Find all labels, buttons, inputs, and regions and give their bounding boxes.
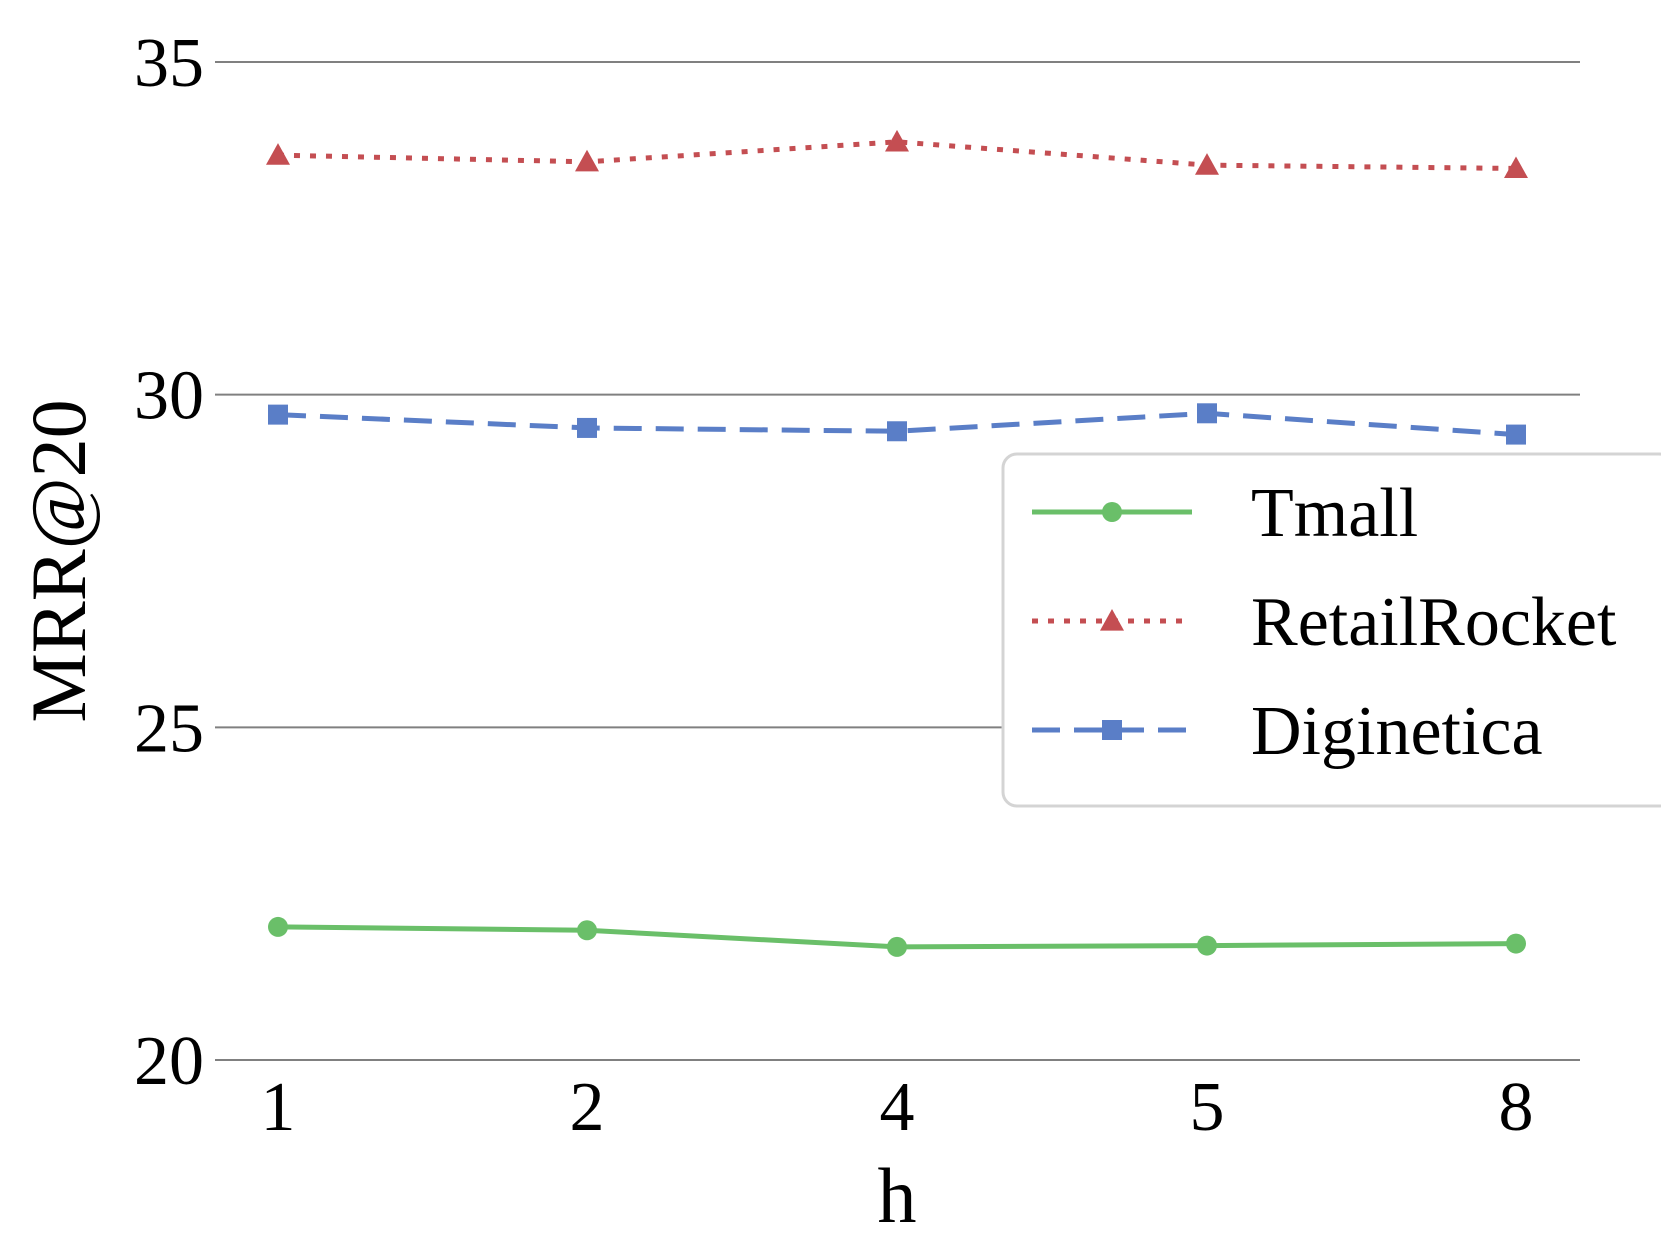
legend-marker-diginetica [1102, 720, 1122, 740]
legend-items: Tmall RetailRocket Diginetica [1032, 475, 1617, 770]
x-tick-4: 4 [880, 1069, 915, 1146]
x-tick-2: 2 [570, 1069, 605, 1146]
x-axis-label: h [878, 1152, 917, 1239]
point-retailrocket-8 [1504, 156, 1528, 179]
legend-marker-retailrocket [1100, 609, 1124, 631]
series-line-diginetica [277, 410, 1517, 438]
point-diginetica-1 [268, 404, 288, 425]
y-tick-20: 20 [134, 1023, 204, 1100]
point-retailrocket-5 [1195, 153, 1219, 175]
legend-label-retailrocket: RetailRocket [1251, 584, 1617, 661]
point-tmall-5 [1197, 935, 1217, 956]
point-diginetica-2 [577, 417, 597, 438]
x-tick-5: 5 [1190, 1069, 1225, 1146]
series-diginetica [268, 403, 1526, 445]
point-diginetica-4 [887, 421, 907, 442]
legend-item-retailrocket: RetailRocket [1032, 584, 1617, 661]
point-diginetica-8 [1506, 424, 1526, 445]
x-tick-labels: 1 2 4 5 8 [261, 1069, 1534, 1146]
legend-item-diginetica: Diginetica [1032, 693, 1543, 770]
y-axis-label: MRR@20 [15, 399, 102, 722]
point-retailrocket-4 [885, 129, 909, 152]
series-group [266, 129, 1528, 957]
point-retailrocket-1 [266, 143, 290, 165]
y-tick-25: 25 [134, 690, 204, 767]
x-tick-8: 8 [1499, 1069, 1534, 1146]
x-tick-1: 1 [261, 1069, 296, 1146]
point-diginetica-5 [1197, 403, 1217, 424]
point-tmall-2 [577, 920, 597, 941]
y-tick-35: 35 [134, 25, 204, 102]
legend-marker-tmall [1102, 502, 1122, 522]
legend-label-tmall: Tmall [1251, 475, 1418, 552]
legend: Tmall RetailRocket Diginetica [1001, 452, 1661, 808]
series-tmall [268, 916, 1526, 957]
point-tmall-1 [268, 916, 288, 937]
point-tmall-4 [887, 936, 907, 957]
legend-label-diginetica: Diginetica [1251, 693, 1543, 770]
legend-item-tmall: Tmall [1032, 475, 1418, 552]
y-tick-labels: 20 25 30 35 [134, 25, 204, 1100]
point-retailrocket-2 [575, 149, 599, 172]
y-tick-30: 30 [134, 358, 204, 435]
legend-box [1001, 452, 1661, 808]
series-retailrocket [266, 129, 1528, 179]
point-tmall-8 [1506, 933, 1526, 954]
